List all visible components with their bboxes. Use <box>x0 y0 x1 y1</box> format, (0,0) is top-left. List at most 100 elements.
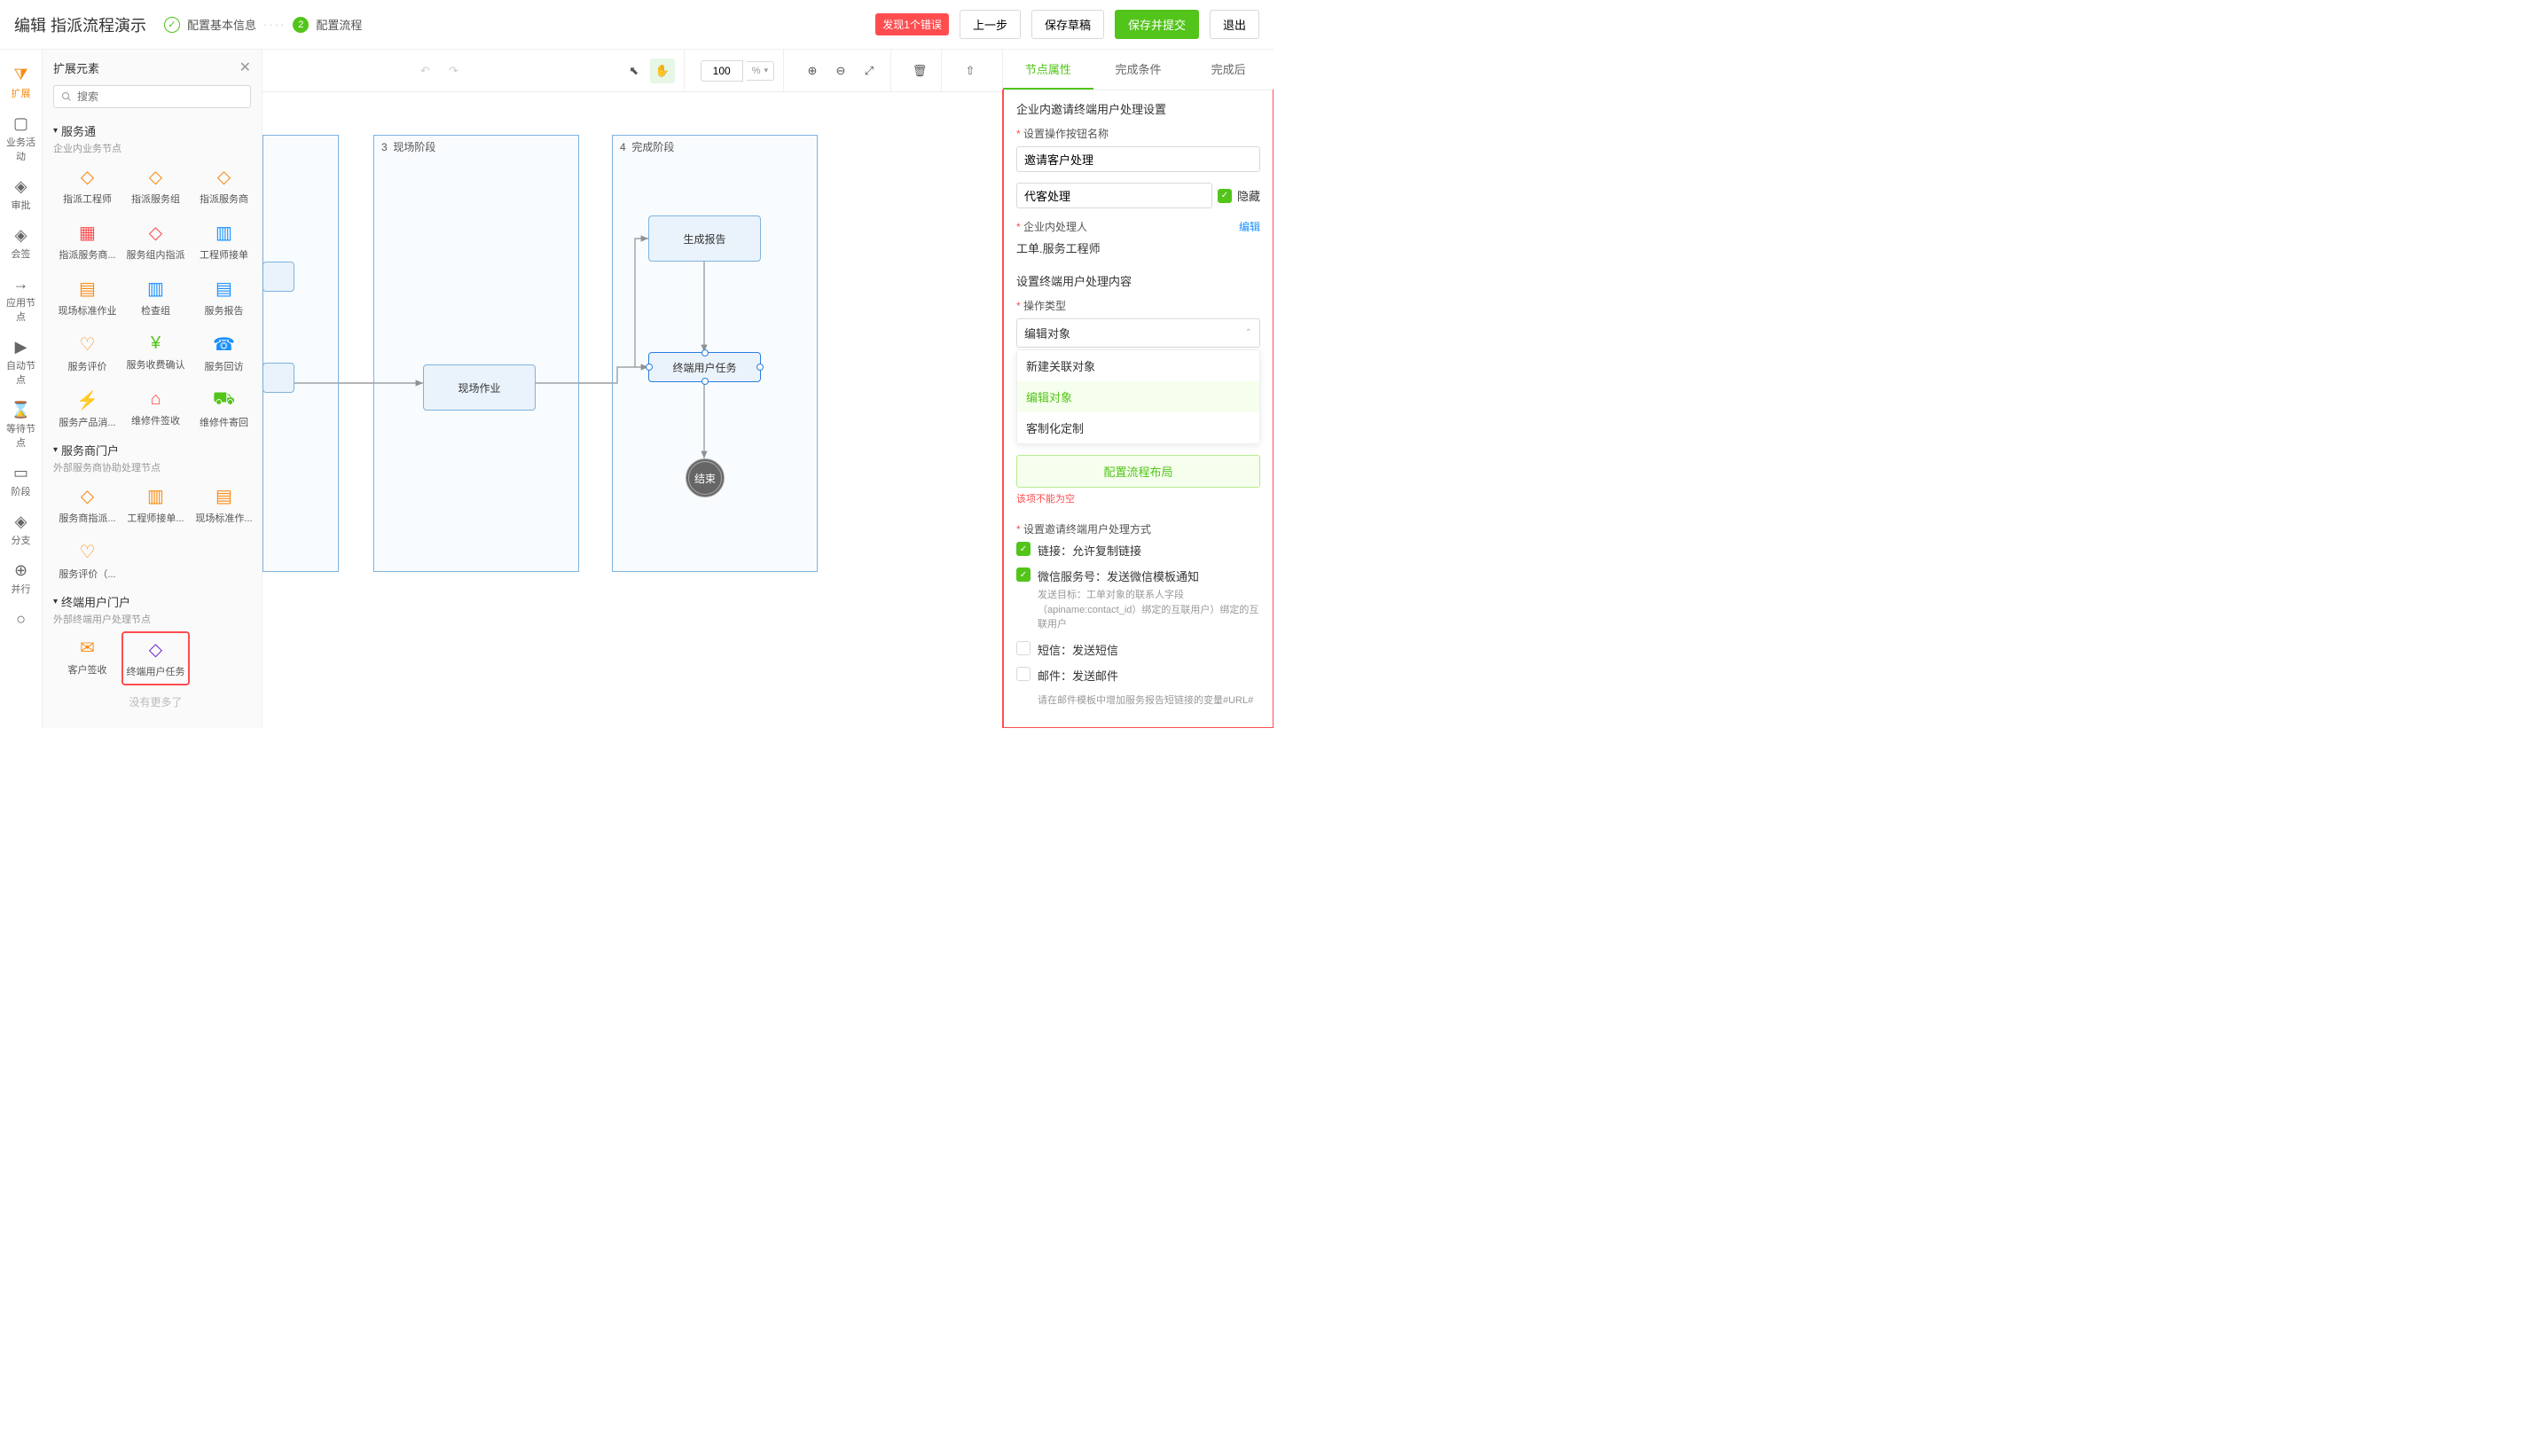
ext-item[interactable]: ☎服务回访 <box>190 328 258 379</box>
op-type-dropdown: 新建关联对象编辑对象客制化定制 <box>1016 349 1260 444</box>
rail-item-10[interactable]: ○ <box>4 605 39 636</box>
delete-icon[interactable]: 🗑 <box>907 59 932 83</box>
ext-item-icon: ♡ <box>55 541 120 563</box>
ext-item[interactable]: ⚡服务产品消... <box>53 384 121 434</box>
config-layout-button[interactable]: 配置流程布局 <box>1016 455 1260 488</box>
page-title: 编辑 指派流程演示 <box>14 13 146 36</box>
ext-item[interactable]: ◇服务商指派... <box>53 480 121 530</box>
rail-item-9[interactable]: ⊕并行 <box>4 556 39 601</box>
flow-canvas[interactable]: 3 现场阶段4 完成阶段现场作业生成报告终端用户任务结束 <box>263 92 1002 728</box>
node-port[interactable] <box>756 364 764 371</box>
rail-item-4[interactable]: →应用节点 <box>4 270 39 329</box>
ext-item[interactable]: ◇终端用户任务 <box>121 631 190 685</box>
pan-tool-icon[interactable]: ✋ <box>650 59 675 83</box>
prev-step-button[interactable]: 上一步 <box>960 10 1021 39</box>
header: 编辑 指派流程演示 ✓ 配置基本信息 ···· 2 配置流程 发现1个错误 上一… <box>0 0 1274 50</box>
rail-item-8[interactable]: ◈分支 <box>4 507 39 552</box>
search-input[interactable] <box>53 85 251 108</box>
ext-item[interactable]: ♡服务评价 <box>53 328 121 379</box>
props-tab[interactable]: 完成条件 <box>1093 50 1184 90</box>
zoom-out-icon[interactable]: ⊖ <box>828 59 853 83</box>
ext-item-label: 服务收费确认 <box>123 357 188 372</box>
flow-node-gen-report[interactable]: 生成报告 <box>648 215 761 262</box>
rail-icon: ▢ <box>4 114 39 133</box>
ext-item[interactable]: ♡服务评价（... <box>53 536 121 586</box>
ext-item[interactable]: ▥工程师接单 <box>190 216 258 267</box>
flow-node-end-user-task[interactable]: 终端用户任务 <box>648 352 761 382</box>
node-port[interactable] <box>701 378 709 385</box>
end-node[interactable]: 结束 <box>686 458 725 497</box>
node-port[interactable] <box>646 364 653 371</box>
ext-item-icon: ◇ <box>55 485 120 507</box>
rail-item-1[interactable]: ▢业务活动 <box>4 109 39 168</box>
rail-item-0[interactable]: ⧩扩展 <box>4 60 39 106</box>
op-type-select[interactable]: 编辑对象⌃ <box>1016 318 1260 348</box>
checkbox-checked-icon[interactable]: ✓ <box>1016 542 1031 556</box>
ext-item[interactable]: ¥服务收费确认 <box>121 328 190 379</box>
rail-item-5[interactable]: ▶自动节点 <box>4 333 39 392</box>
proxy-input[interactable] <box>1016 183 1212 208</box>
checkbox-empty-icon[interactable] <box>1016 641 1031 655</box>
ext-item[interactable]: ▦指派服务商... <box>53 216 121 267</box>
ext-item[interactable]: ▥工程师接单... <box>121 480 190 530</box>
close-icon[interactable]: ✕ <box>239 59 251 76</box>
ext-item[interactable]: ▤现场标准作... <box>190 480 258 530</box>
rail-icon: ○ <box>4 610 39 629</box>
undo-icon[interactable]: ↶ <box>412 59 437 83</box>
ext-item[interactable]: ◇服务组内指派 <box>121 216 190 267</box>
props-tab[interactable]: 完成后 <box>1183 50 1274 90</box>
flow-node-on-site[interactable]: 现场作业 <box>423 364 536 411</box>
zoom-unit[interactable]: % ▾ <box>747 61 774 81</box>
rail-icon: ◈ <box>4 513 39 531</box>
ext-item[interactable]: ⌂维修件签收 <box>121 384 190 434</box>
notify-option[interactable]: 邮件：发送邮件 <box>1016 667 1260 684</box>
op-type-label: 操作类型 <box>1016 298 1260 313</box>
props-tab[interactable]: 节点属性 <box>1003 50 1093 90</box>
dropdown-option[interactable]: 新建关联对象 <box>1017 350 1259 381</box>
ext-item-icon: ▥ <box>192 222 256 244</box>
export-icon[interactable]: ⇧ <box>958 59 983 83</box>
ext-item[interactable]: ▥检查组 <box>121 272 190 323</box>
ext-item[interactable]: ◇指派工程师 <box>53 160 121 211</box>
rail-item-2[interactable]: ◈审批 <box>4 172 39 217</box>
rail-icon: ⧩ <box>4 66 39 84</box>
checkbox-checked-icon[interactable]: ✓ <box>1016 568 1031 582</box>
stage-label: 3 现场阶段 <box>381 139 435 154</box>
rail-item-6[interactable]: ⌛等待节点 <box>4 395 39 455</box>
step-2-number: 2 <box>293 17 309 33</box>
ext-item[interactable]: ◇指派服务商 <box>190 160 258 211</box>
ext-item[interactable]: ▤服务报告 <box>190 272 258 323</box>
notify-option[interactable]: ✓链接：允许复制链接 <box>1016 542 1260 559</box>
fit-screen-icon[interactable]: ⤢ <box>857 59 882 83</box>
redo-icon[interactable]: ↷ <box>441 59 466 83</box>
ext-item-icon: ◇ <box>192 166 256 188</box>
rail-label: 等待节点 <box>6 424 35 449</box>
wizard-steps: ✓ 配置基本信息 ···· 2 配置流程 <box>164 16 362 33</box>
zoom-input[interactable] <box>701 60 743 82</box>
ext-item[interactable]: ▤现场标准作业 <box>53 272 121 323</box>
notify-option[interactable]: 短信：发送短信 <box>1016 641 1260 658</box>
ext-item-label: 服务评价 <box>55 359 120 373</box>
rail-item-7[interactable]: ▭阶段 <box>4 458 39 504</box>
ext-item[interactable]: ✉客户签收 <box>53 631 121 685</box>
hide-checkbox[interactable]: ✓ <box>1218 189 1232 203</box>
zoom-in-icon[interactable]: ⊕ <box>800 59 825 83</box>
ext-item-label: 指派服务组 <box>123 192 188 206</box>
save-submit-button[interactable]: 保存并提交 <box>1115 10 1199 39</box>
dropdown-option[interactable]: 客制化定制 <box>1017 412 1259 443</box>
ext-item[interactable]: ⛟维修件寄回 <box>190 384 258 434</box>
save-draft-button[interactable]: 保存草稿 <box>1031 10 1104 39</box>
node-port[interactable] <box>701 349 709 356</box>
rail-item-3[interactable]: ◈会签 <box>4 221 39 266</box>
notify-option[interactable]: ✓微信服务号：发送微信模板通知 <box>1016 568 1260 584</box>
checkbox-empty-icon[interactable] <box>1016 667 1031 681</box>
btn-name-input[interactable] <box>1016 146 1260 172</box>
error-badge[interactable]: 发现1个错误 <box>875 13 949 35</box>
ext-item[interactable]: ◇指派服务组 <box>121 160 190 211</box>
exit-button[interactable]: 退出 <box>1210 10 1259 39</box>
edit-handler-link[interactable]: 编辑 <box>1239 219 1260 234</box>
notify-label: 短信：发送短信 <box>1038 641 1118 658</box>
pointer-tool-icon[interactable]: ⬉ <box>622 59 647 83</box>
dropdown-option[interactable]: 编辑对象 <box>1017 381 1259 412</box>
stage-box[interactable]: 3 现场阶段 <box>373 135 579 572</box>
